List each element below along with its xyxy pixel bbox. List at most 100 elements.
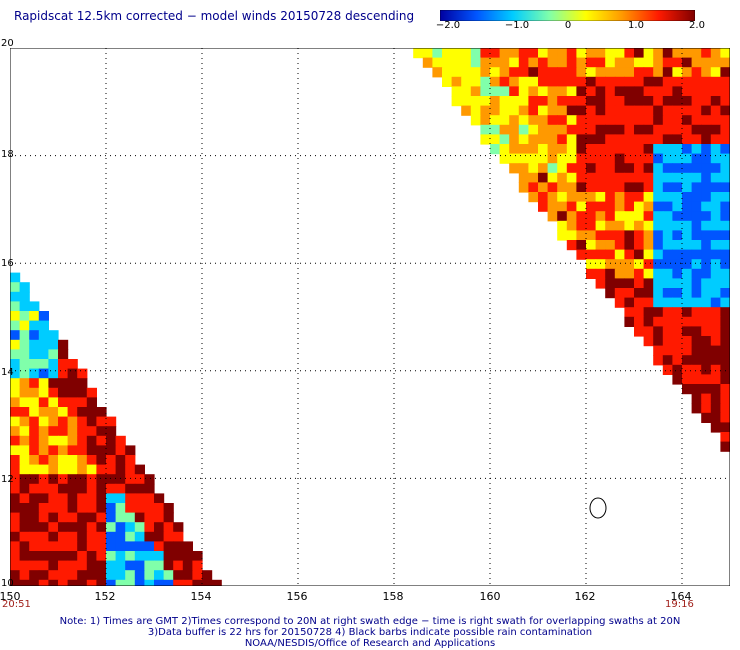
wind-diff-cell	[163, 551, 174, 562]
wind-diff-cell	[499, 105, 510, 116]
wind-diff-cell	[701, 86, 712, 97]
wind-diff-cell	[125, 541, 136, 552]
wind-diff-cell	[461, 86, 472, 97]
wind-diff-cell	[662, 336, 673, 347]
colorbar	[440, 10, 695, 21]
wind-diff-cell	[624, 307, 635, 318]
wind-diff-cell	[182, 570, 193, 581]
wind-diff-cell	[634, 307, 645, 318]
wind-diff-cell	[77, 464, 88, 475]
wind-diff-cell	[720, 403, 730, 414]
wind-diff-cell	[67, 407, 78, 418]
wind-diff-cell	[144, 503, 155, 514]
wind-diff-cell	[48, 560, 59, 571]
wind-diff-cell	[720, 316, 730, 327]
wind-diff-cell	[691, 48, 702, 59]
wind-diff-cell	[653, 201, 664, 212]
wind-diff-cell	[48, 522, 59, 533]
wind-diff-cell	[115, 570, 126, 581]
wind-diff-cell	[595, 268, 606, 279]
wind-diff-cell	[509, 67, 520, 78]
wind-diff-cell	[67, 416, 78, 427]
wind-diff-cell	[58, 493, 69, 504]
wind-diff-cell	[710, 96, 721, 107]
wind-diff-cell	[134, 531, 145, 542]
wind-diff-cell	[624, 268, 635, 279]
wind-diff-cell	[643, 336, 654, 347]
wind-diff-cell	[10, 551, 21, 562]
wind-diff-cell	[144, 560, 155, 571]
wind-diff-cell	[58, 503, 69, 514]
wind-diff-cell	[547, 96, 558, 107]
wind-diff-cell	[10, 311, 21, 322]
wind-diff-cell	[86, 445, 97, 456]
wind-diff-cell	[720, 211, 730, 222]
wind-diff-cell	[58, 512, 69, 523]
wind-diff-cell	[586, 249, 597, 260]
wind-diff-cell	[634, 86, 645, 97]
wind-diff-cell	[58, 407, 69, 418]
wind-diff-cell	[701, 220, 712, 231]
wind-diff-cell	[720, 230, 730, 241]
wind-diff-cell	[682, 288, 693, 299]
wind-diff-cell	[442, 76, 453, 87]
wind-diff-cell	[643, 307, 654, 318]
wind-diff-cell	[451, 86, 462, 97]
wind-diff-cell	[710, 268, 721, 279]
wind-diff-cell	[77, 531, 88, 542]
wind-diff-cell	[691, 124, 702, 135]
rain-contour	[589, 497, 607, 519]
wind-diff-cell	[586, 201, 597, 212]
wind-diff-cell	[634, 316, 645, 327]
wind-diff-cell	[58, 349, 69, 360]
wind-diff-cell	[173, 551, 184, 562]
wind-diff-cell	[86, 522, 97, 533]
wind-diff-cell	[691, 115, 702, 126]
wind-diff-cell	[154, 503, 165, 514]
wind-diff-cell	[77, 512, 88, 523]
wind-diff-cell	[672, 67, 683, 78]
wind-diff-cell	[672, 259, 683, 270]
wind-diff-cell	[566, 96, 577, 107]
wind-diff-cell	[106, 493, 117, 504]
wind-diff-cell	[29, 474, 40, 485]
wind-diff-cell	[614, 124, 625, 135]
wind-diff-cell	[38, 551, 49, 562]
wind-diff-cell	[672, 345, 683, 356]
wind-diff-cell	[566, 182, 577, 193]
wind-diff-cell	[634, 48, 645, 59]
wind-diff-cell	[106, 541, 117, 552]
wind-diff-cell	[115, 474, 126, 485]
wind-diff-cell	[691, 326, 702, 337]
wind-diff-cell	[38, 541, 49, 552]
wind-diff-cell	[29, 464, 40, 475]
wind-diff-cell	[451, 76, 462, 87]
wind-diff-cell	[538, 105, 549, 116]
wind-diff-cell	[643, 220, 654, 231]
wind-diff-cell	[576, 201, 587, 212]
wind-diff-cell	[691, 144, 702, 155]
wind-diff-cell	[605, 230, 616, 241]
wind-diff-cell	[566, 105, 577, 116]
wind-diff-cell	[182, 560, 193, 571]
wind-diff-cell	[566, 67, 577, 78]
wind-diff-cell	[86, 387, 97, 398]
wind-diff-cell	[499, 115, 510, 126]
wind-diff-cell	[163, 570, 174, 581]
wind-diff-cell	[701, 105, 712, 116]
wind-diff-cell	[518, 144, 529, 155]
wind-diff-cell	[662, 249, 673, 260]
wind-diff-cell	[470, 57, 481, 68]
wind-diff-cell	[691, 192, 702, 203]
wind-diff-cell	[29, 426, 40, 437]
wind-diff-cell	[624, 57, 635, 68]
wind-diff-cell	[58, 387, 69, 398]
wind-diff-cell	[38, 397, 49, 408]
footnote-line-3: NOAA/NESDIS/Office of Research and Appli…	[244, 638, 496, 649]
wind-diff-cell	[547, 201, 558, 212]
wind-diff-cell	[10, 445, 21, 456]
wind-diff-cell	[38, 455, 49, 466]
wind-diff-cell	[701, 297, 712, 308]
wind-diff-cell	[19, 503, 30, 514]
wind-diff-cell	[701, 393, 712, 404]
